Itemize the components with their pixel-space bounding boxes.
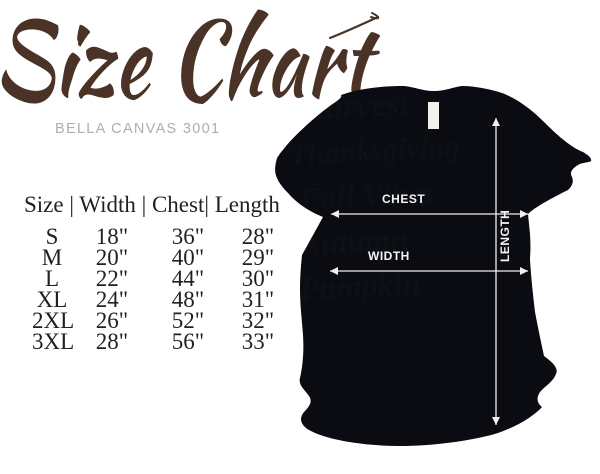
svg-text:LENGTH: LENGTH xyxy=(498,210,512,262)
svg-text:WIDTH: WIDTH xyxy=(368,249,410,263)
svg-text:Harvest: Harvest xyxy=(297,85,411,128)
svg-text:CHEST: CHEST xyxy=(382,192,425,206)
